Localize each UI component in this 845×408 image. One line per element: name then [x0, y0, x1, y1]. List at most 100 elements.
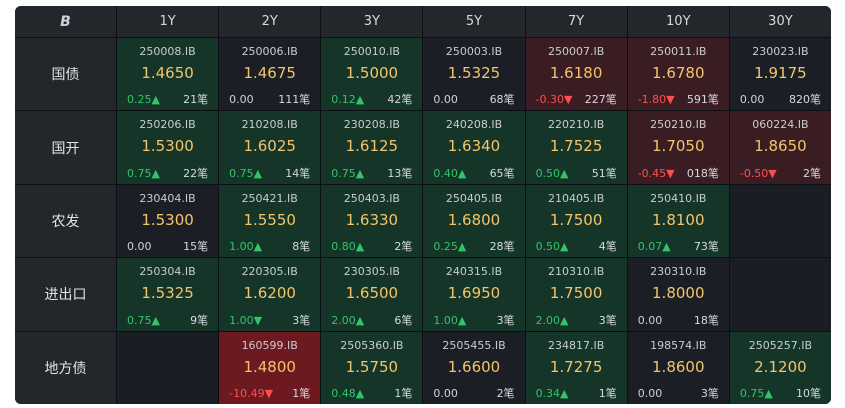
quote-cell[interactable]: 2505455.IB 1.6600 0.00 2笔: [423, 331, 525, 404]
quote-cell[interactable]: 250007.IB 1.6180 -0.30▼ 227笔: [525, 38, 627, 111]
quote-cell[interactable]: 250421.IB 1.5550 1.00▲ 8笔: [219, 184, 321, 258]
column-header-3y[interactable]: 3Y: [321, 6, 423, 37]
bond-yield: 1.6780: [652, 64, 705, 82]
column-header-10y[interactable]: 10Y: [627, 6, 729, 37]
bond-yield: 1.6025: [243, 137, 296, 156]
trade-count: 820笔: [789, 93, 821, 107]
cell-footer: 0.07▲ 73笔: [638, 240, 719, 253]
row-label[interactable]: 农发: [15, 184, 116, 258]
bond-quote-board: B 1Y 2Y 3Y 5Y 7Y 10Y 30Y 国债 250008.IB 1.46…: [15, 6, 831, 404]
quote-cell[interactable]: 250304.IB 1.5325 0.75▲ 9笔: [117, 258, 219, 331]
bond-yield: 1.5325: [141, 284, 194, 303]
quote-cell[interactable]: 220305.IB 1.6200 1.00▼ 3笔: [219, 258, 321, 331]
yield-change: -10.49▼: [229, 387, 274, 400]
cell-footer: 0.75▲ 14笔: [229, 167, 310, 180]
yield-change: 1.00▼: [229, 313, 263, 327]
bond-code: 250403.IB: [343, 191, 400, 205]
bond-yield: 1.8650: [754, 137, 807, 156]
column-header-7y[interactable]: 7Y: [525, 6, 627, 37]
bond-code: 240315.IB: [445, 265, 503, 279]
quote-cell[interactable]: 210405.IB 1.7500 0.50▲ 4笔: [525, 184, 627, 258]
quote-cell[interactable]: 060224.IB 1.8650 -0.50▼ 2笔: [729, 111, 831, 184]
quote-cell[interactable]: 160599.IB 1.4800 -10.49▼ 1笔: [219, 331, 321, 404]
yield-change: 0.12▲: [331, 93, 365, 107]
quote-cell[interactable]: 230310.IB 1.8000 0.00 18笔: [627, 258, 729, 331]
cell-footer: 0.00 68笔: [433, 93, 514, 106]
trade-count: 4笔: [598, 240, 617, 254]
row-label[interactable]: 国开: [15, 111, 116, 184]
quote-cell[interactable]: 250410.IB 1.8100 0.07▲ 73笔: [627, 184, 729, 258]
bond-code: 250006.IB: [241, 45, 298, 58]
trade-count: 21笔: [183, 93, 209, 107]
quote-cell[interactable]: 240315.IB 1.6950 1.00▲ 3笔: [423, 258, 525, 331]
quote-cell[interactable]: 250010.IB 1.5000 0.12▲ 42笔: [321, 38, 423, 111]
yield-change: 0.25▲: [127, 93, 160, 107]
yield-change: 0.25▲: [433, 240, 467, 254]
quote-cell[interactable]: 234817.IB 1.7275 0.34▲ 1笔: [525, 331, 627, 404]
cell-footer: 0.00 111笔: [229, 93, 310, 106]
yield-change: 0.00: [229, 93, 254, 107]
column-header-5y[interactable]: 5Y: [423, 6, 525, 37]
bond-code: 210208.IB: [241, 118, 298, 132]
bond-yield: 1.8100: [652, 210, 705, 229]
trade-count: 51笔: [591, 166, 617, 180]
quote-cell[interactable]: 230023.IB 1.9175 0.00 820笔: [729, 38, 831, 111]
cell-footer: 0.00 820笔: [740, 93, 821, 106]
bond-code: 220305.IB: [241, 265, 298, 279]
quote-cell[interactable]: 250006.IB 1.4675 0.00 111笔: [219, 38, 321, 111]
yield-change: 0.00: [637, 387, 663, 400]
empty-cell: [117, 331, 219, 404]
bond-code: 234817.IB: [547, 338, 605, 352]
trade-count: 2笔: [803, 166, 821, 180]
column-header-2y[interactable]: 2Y: [219, 6, 321, 37]
bond-yield: 2.1200: [754, 357, 807, 376]
trade-count: 3笔: [700, 387, 719, 400]
bond-yield: 1.9175: [754, 64, 807, 82]
quote-cell[interactable]: 240208.IB 1.6340 0.40▲ 65笔: [423, 111, 525, 184]
quote-cell[interactable]: 210310.IB 1.7500 2.00▲ 3笔: [525, 258, 627, 331]
quote-cell[interactable]: 198574.IB 1.8600 0.00 3笔: [627, 331, 729, 404]
bond-yield: 1.6330: [345, 210, 399, 229]
column-header-30y[interactable]: 30Y: [729, 6, 831, 37]
quote-cell[interactable]: 250206.IB 1.5300 0.75▲ 22笔: [117, 111, 219, 184]
bond-yield: 1.7525: [549, 137, 603, 156]
column-header-1y[interactable]: 1Y: [117, 6, 219, 37]
bond-yield: 1.5550: [243, 210, 296, 229]
quote-cell[interactable]: 250008.IB 1.4650 0.25▲ 21笔: [117, 38, 219, 111]
quote-cell[interactable]: 2505360.IB 1.5750 0.48▲ 1笔: [321, 331, 423, 404]
yield-change: 0.50▲: [535, 240, 569, 254]
cell-footer: 0.75▲ 9笔: [127, 314, 208, 327]
quote-cell[interactable]: 210208.IB 1.6025 0.75▲ 14笔: [219, 111, 321, 184]
trade-count: 42笔: [387, 93, 413, 107]
cell-footer: 0.40▲ 65笔: [433, 167, 514, 180]
trade-count: 65笔: [489, 166, 515, 180]
quote-cell[interactable]: 230208.IB 1.6125 0.75▲ 13笔: [321, 111, 423, 184]
quote-cell[interactable]: 2505257.IB 2.1200 0.75▲ 10笔: [729, 331, 831, 404]
trade-count: 14笔: [285, 166, 311, 180]
quote-cell[interactable]: 250405.IB 1.6800 0.25▲ 28笔: [423, 184, 525, 258]
trade-count: 111笔: [278, 93, 311, 107]
cell-footer: 2.00▲ 3笔: [536, 314, 617, 327]
brand-logo-icon: B: [60, 13, 71, 30]
yield-change: 0.00: [127, 240, 152, 254]
row-label[interactable]: 国债: [15, 38, 116, 111]
trade-count: 1笔: [292, 387, 311, 400]
bond-yield: 1.7500: [549, 284, 603, 303]
quote-cell[interactable]: 250003.IB 1.5325 0.00 68笔: [423, 38, 525, 111]
cell-footer: -0.30▼ 227笔: [536, 93, 617, 106]
cell-footer: 1.00▲ 3笔: [433, 314, 514, 327]
trade-count: 8笔: [292, 240, 311, 254]
bond-code: 250206.IB: [139, 118, 196, 132]
quote-cell[interactable]: 230404.IB 1.5300 0.00 15笔: [117, 184, 219, 258]
quote-cell[interactable]: 230305.IB 1.6500 2.00▲ 6笔: [321, 258, 423, 331]
quote-cell[interactable]: 250011.IB 1.6780 -1.80▼ 591笔: [627, 38, 729, 111]
corner-header: B: [15, 6, 116, 37]
yield-change: 0.00: [433, 387, 458, 400]
quote-cell[interactable]: 250403.IB 1.6330 0.80▲ 2笔: [321, 184, 423, 258]
empty-cell: [729, 184, 831, 258]
row-label[interactable]: 地方债: [15, 331, 116, 404]
row-label[interactable]: 进出口: [15, 258, 116, 331]
yield-change: 0.75▲: [331, 166, 365, 180]
quote-cell[interactable]: 220210.IB 1.7525 0.50▲ 51笔: [525, 111, 627, 184]
quote-cell[interactable]: 250210.IB 1.7050 -0.45▼ 018笔: [627, 111, 729, 184]
